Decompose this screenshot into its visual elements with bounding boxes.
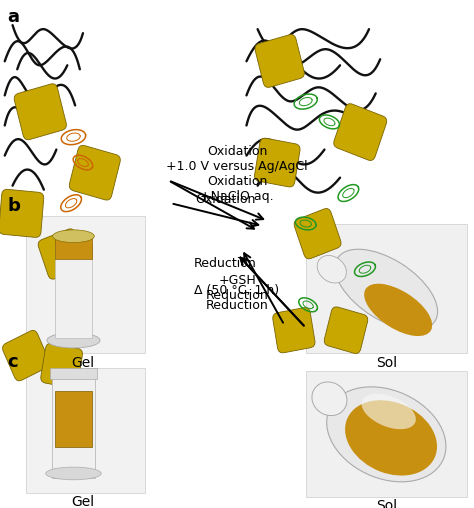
Ellipse shape [317,256,346,283]
Text: +GSH
Reduction: +GSH Reduction [206,274,268,302]
Text: Gel: Gel [72,495,94,508]
FancyBboxPatch shape [14,84,66,140]
Bar [55,244,92,338]
Ellipse shape [47,333,100,348]
FancyBboxPatch shape [38,229,85,279]
Ellipse shape [46,467,101,480]
FancyBboxPatch shape [324,307,368,354]
Ellipse shape [345,400,437,475]
FancyBboxPatch shape [294,208,341,259]
Bar [52,378,95,478]
Text: Sol: Sol [376,356,397,370]
Text: Oxidation: Oxidation [195,193,255,206]
Ellipse shape [335,249,438,330]
Ellipse shape [327,387,446,482]
Ellipse shape [362,394,416,429]
Bar [55,391,92,447]
Text: c: c [7,353,18,371]
Text: Sol: Sol [376,499,397,508]
Bar [306,371,467,497]
Text: Reduction: Reduction [194,257,256,270]
Text: b: b [7,197,20,215]
Bar [26,216,145,353]
FancyBboxPatch shape [0,189,44,237]
Text: Gel: Gel [72,356,94,370]
FancyBboxPatch shape [2,330,50,381]
Bar [26,368,145,493]
FancyBboxPatch shape [255,138,300,187]
Ellipse shape [364,283,432,336]
Text: Oxidation
+1.0 V versus Ag/AgCl: Oxidation +1.0 V versus Ag/AgCl [166,145,308,173]
FancyBboxPatch shape [255,35,304,87]
Ellipse shape [53,230,94,243]
Bar [55,236,92,259]
Bar [306,224,467,353]
Text: Δ (50 °C, 1 h)
Reduction: Δ (50 °C, 1 h) Reduction [194,284,280,312]
Ellipse shape [312,382,347,416]
FancyBboxPatch shape [69,145,120,200]
Text: a: a [7,8,19,25]
Bar [50,368,97,379]
FancyBboxPatch shape [334,104,387,161]
Text: Oxidation
+NaClO aq.: Oxidation +NaClO aq. [200,175,274,203]
FancyBboxPatch shape [41,343,82,388]
FancyBboxPatch shape [273,307,315,353]
